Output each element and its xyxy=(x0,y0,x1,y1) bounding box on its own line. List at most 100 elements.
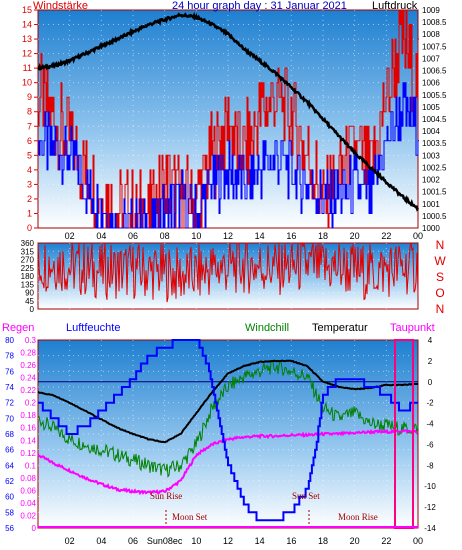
rain-tick-label: 0.14 xyxy=(20,436,36,445)
humidity-tick-label: 58 xyxy=(5,508,14,517)
humidity-series xyxy=(38,339,418,522)
humidity-tick-label: 68 xyxy=(5,430,14,439)
humidity-tick-label: 78 xyxy=(5,352,14,361)
pressure-tick-label: 1008 xyxy=(422,30,440,39)
humidity-tick-label: 62 xyxy=(5,477,14,486)
direction-tick-label: 180 xyxy=(21,272,35,281)
time-tick-label: 00 xyxy=(413,536,423,546)
time-tick-label: 04 xyxy=(96,536,106,546)
annotation-moon-rise: Moon Rise xyxy=(338,512,378,522)
direction-tick-label: 90 xyxy=(25,289,34,298)
dewpoint-series xyxy=(37,428,419,496)
temperature-label: Temperatur xyxy=(312,322,368,334)
time-tick-label: Sun08ec xyxy=(147,536,183,546)
rain-humidity-axis-ticks: 0 0.02 0.04 0.06 0.08 0.1 0.12 0.14 0.16 0.18 0.2 0… xyxy=(5,336,36,533)
humidity-tick-label: 80 xyxy=(5,336,14,345)
temperature-tick-label: -8 xyxy=(426,461,434,470)
pressure-tick-label: 1005.5 xyxy=(422,91,447,100)
wind-tick-label: 0 xyxy=(27,223,32,233)
rain-tick-label: 0.04 xyxy=(20,499,36,508)
panel-1-series xyxy=(37,9,420,229)
wind-tick-label: 3 xyxy=(27,179,32,189)
dewpoint-label: Taupunkt xyxy=(390,322,435,334)
wind-tick-label: 14 xyxy=(22,20,32,30)
pressure-tick-label: 1001.5 xyxy=(422,188,447,197)
humidity-tick-label: 72 xyxy=(5,399,14,408)
panel-3-series xyxy=(37,339,419,522)
pressure-tick-label: 1005 xyxy=(422,103,440,112)
temperature-tick-label: 2 xyxy=(428,357,433,366)
time-tick-label: 00 xyxy=(413,231,423,241)
pressure-tick-label: 1009 xyxy=(422,6,440,15)
rain-tick-label: 0.18 xyxy=(20,411,36,420)
wind-tick-label: 6 xyxy=(27,136,32,146)
time-tick-label: 12 xyxy=(223,231,233,241)
humidity-axis-label: Luftfeuchte xyxy=(66,322,120,334)
wind-tick-label: 9 xyxy=(27,92,32,102)
time-tick-label: 16 xyxy=(286,231,296,241)
pressure-tick-label: 1004 xyxy=(422,127,440,136)
direction-tick-label: 315 xyxy=(21,247,35,256)
temperature-axis-ticks: -14 -12 -10 -8 -6 -4 -2 0 2 4 xyxy=(38,336,436,533)
wind-tick-label: 8 xyxy=(27,107,32,117)
direction-tick-label: 225 xyxy=(21,264,35,273)
direction-tick-label: 135 xyxy=(21,280,35,289)
temperature-tick-label: -4 xyxy=(426,420,434,429)
wind-tick-label: 15 xyxy=(22,5,32,15)
wind-direction-series xyxy=(37,242,419,303)
pressure-tick-label: 1002.5 xyxy=(422,163,447,172)
rain-tick-label: 0.1 xyxy=(25,461,37,470)
pressure-tick-label: 1000 xyxy=(422,224,440,233)
pressure-series xyxy=(37,11,420,212)
annotation-moon-set-left: Moon Set xyxy=(172,512,208,522)
rain-tick-label: 0.06 xyxy=(20,486,36,495)
pressure-tick-label: 1004.5 xyxy=(422,115,447,124)
humidity-tick-label: 70 xyxy=(5,414,14,423)
rain-tick-label: 0.26 xyxy=(20,361,36,370)
time-tick-label: 16 xyxy=(286,536,296,546)
humidity-tick-label: 56 xyxy=(5,524,14,533)
pressure-tick-label: 1008.5 xyxy=(422,18,447,27)
temperature-tick-label: -12 xyxy=(424,503,436,512)
temperature-tick-label: -6 xyxy=(426,440,434,449)
time-tick-label: 02 xyxy=(65,536,75,546)
panel-3-x-ticks: 02 04 06 Sun08ec 10 12 14 16 18 20 22 00 xyxy=(65,536,423,546)
humidity-tick-label: 60 xyxy=(5,493,14,502)
direction-tick-label: 270 xyxy=(21,256,35,265)
time-tick-label: 22 xyxy=(381,536,391,546)
wind-tick-label: 11 xyxy=(23,63,32,73)
rain-tick-label: 0.2 xyxy=(25,399,37,408)
time-tick-label: 20 xyxy=(350,231,360,241)
rain-axis-label: Regen xyxy=(2,322,34,334)
humidity-tick-label: 64 xyxy=(5,461,14,470)
pressure-tick-label: 1000.5 xyxy=(422,212,447,221)
time-tick-label: 10 xyxy=(191,231,201,241)
time-tick-label: 04 xyxy=(96,231,106,241)
direction-tick-label: 360 xyxy=(21,239,35,248)
humidity-tick-label: 76 xyxy=(5,367,14,376)
pressure-axis-label: Luftdruck xyxy=(372,0,418,12)
panel-2-series xyxy=(37,242,419,303)
pressure-tick-label: 1006.5 xyxy=(422,67,447,76)
time-tick-label: 12 xyxy=(223,536,233,546)
rain-tick-label: 0.22 xyxy=(20,386,36,395)
time-tick-label: 10 xyxy=(191,536,201,546)
windchill-label: Windchill xyxy=(245,322,289,334)
wind-tick-label: 13 xyxy=(22,34,32,44)
wind-tick-label: 1 xyxy=(27,208,32,218)
wind-tick-label: 2 xyxy=(27,194,32,204)
time-tick-label: 14 xyxy=(255,536,265,546)
temperature-tick-label: -14 xyxy=(424,524,436,533)
time-tick-label: 06 xyxy=(128,231,138,241)
pressure-tick-label: 1003 xyxy=(422,151,440,160)
temperature-tick-label: -10 xyxy=(424,482,436,491)
direction-tick-label: 45 xyxy=(25,297,34,306)
compass-label: S xyxy=(436,270,444,284)
time-tick-label: 20 xyxy=(350,536,360,546)
temperature-series xyxy=(37,359,418,444)
wind-tick-label: 10 xyxy=(22,78,32,88)
compass-label: N xyxy=(436,238,445,252)
